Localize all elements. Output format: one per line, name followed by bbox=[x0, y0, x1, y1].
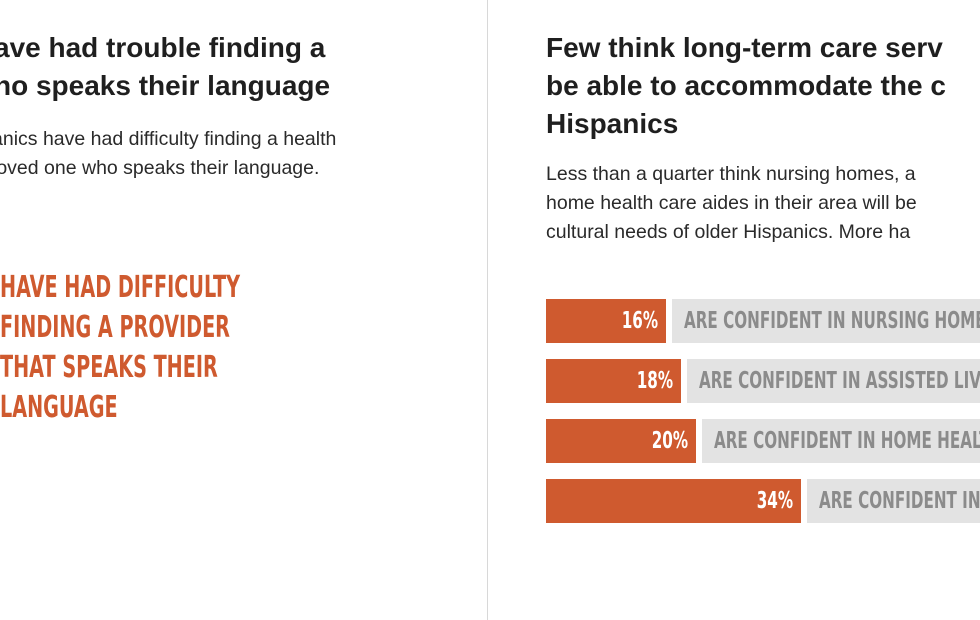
bar-category-label: ARE CONFIDENT IN NURSING HOMES bbox=[672, 299, 980, 343]
bar-value-fill: 16% bbox=[546, 299, 666, 343]
right-desc-line-1: Less than a quarter think nursing homes,… bbox=[546, 163, 916, 185]
right-panel-title: Few think long-term care serv be able to… bbox=[546, 29, 946, 143]
bar-value-fill: 18% bbox=[546, 359, 681, 403]
bar-category-label: ARE CONFIDENT IN H bbox=[807, 479, 980, 523]
callout-line-4: LANGUAGE bbox=[0, 390, 118, 425]
left-panel-description: anics have had difficulty finding a heal… bbox=[0, 125, 336, 183]
bar-category-text: ARE CONFIDENT IN NURSING HOMES bbox=[684, 308, 980, 334]
bar-category-label: ARE CONFIDENT IN ASSISTED LIVING bbox=[687, 359, 980, 403]
bar-row: 34% ARE CONFIDENT IN H bbox=[546, 479, 980, 523]
bar-category-label: ARE CONFIDENT IN HOME HEALTH bbox=[702, 419, 980, 463]
bar-category-text: ARE CONFIDENT IN H bbox=[819, 488, 980, 514]
right-desc-line-2: home health care aides in their area wil… bbox=[546, 192, 917, 214]
bar-value-label: 16% bbox=[621, 308, 658, 334]
bar-value-fill: 34% bbox=[546, 479, 801, 523]
left-title-line-1: ave had trouble finding a bbox=[0, 32, 326, 63]
language-difficulty-callout: HAVE HAD DIFFICULTY FINDING A PROVIDER T… bbox=[0, 268, 240, 428]
callout-line-3: THAT SPEAKS THEIR bbox=[0, 350, 218, 385]
left-panel: ave had trouble finding a ho speaks thei… bbox=[0, 0, 487, 620]
left-panel-title: ave had trouble finding a ho speaks thei… bbox=[0, 29, 330, 105]
panel-divider bbox=[487, 0, 488, 620]
bar-category-text: ARE CONFIDENT IN ASSISTED LIVING bbox=[699, 368, 980, 394]
bar-value-label: 34% bbox=[756, 488, 793, 514]
bar-value-fill: 20% bbox=[546, 419, 696, 463]
bar-row: 18% ARE CONFIDENT IN ASSISTED LIVING bbox=[546, 359, 980, 403]
bar-value-label: 18% bbox=[636, 368, 673, 394]
bar-value-label: 20% bbox=[651, 428, 688, 454]
callout-line-1: HAVE HAD DIFFICULTY bbox=[0, 270, 241, 305]
confidence-bar-chart: 16% ARE CONFIDENT IN NURSING HOMES 18% ARE … bbox=[546, 299, 980, 529]
bar-row: 20% ARE CONFIDENT IN HOME HEALTH bbox=[546, 419, 980, 463]
left-desc-line-2: loved one who speaks their language. bbox=[0, 157, 320, 179]
right-title-line-3: Hispanics bbox=[546, 108, 679, 139]
left-title-line-2: ho speaks their language bbox=[0, 70, 331, 101]
bar-category-text: ARE CONFIDENT IN HOME HEALTH bbox=[714, 428, 980, 454]
right-title-line-2: be able to accommodate the c bbox=[546, 70, 946, 101]
bar-row: 16% ARE CONFIDENT IN NURSING HOMES bbox=[546, 299, 980, 343]
right-panel: Few think long-term care serv be able to… bbox=[489, 0, 980, 620]
right-panel-description: Less than a quarter think nursing homes,… bbox=[546, 160, 917, 247]
right-desc-line-3: cultural needs of older Hispanics. More … bbox=[546, 221, 911, 243]
callout-line-2: FINDING A PROVIDER bbox=[0, 310, 230, 345]
right-title-line-1: Few think long-term care serv bbox=[546, 32, 943, 63]
left-desc-line-1: anics have had difficulty finding a heal… bbox=[0, 128, 337, 150]
